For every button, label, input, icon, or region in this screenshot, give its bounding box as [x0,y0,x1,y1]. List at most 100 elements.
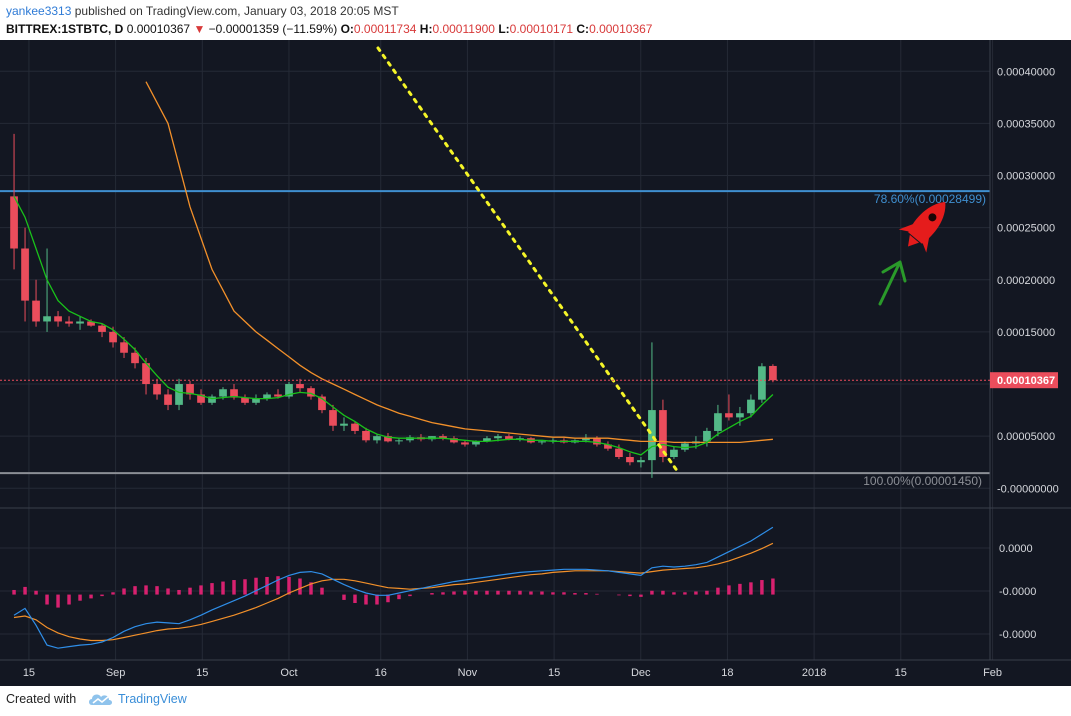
candle [736,406,744,426]
candle-body [395,440,403,442]
candle-body [241,397,249,403]
candle-body [307,388,315,397]
green-arrow-icon[interactable] [878,260,907,306]
candle [373,434,381,444]
candle-body [175,384,183,405]
candle [714,404,722,437]
candle-body [758,366,766,400]
last-price: 0.00010367 [126,22,191,36]
candles [10,133,777,478]
axes: 15 Sep 15 Oct 16 Nov 15 Dec 18 2018 15 Feb 0.0004000… [0,40,1071,679]
fast-moving-average-line [13,196,774,456]
tradingview-link[interactable]: TradingView [118,692,187,706]
candle [241,394,249,405]
price-tick-label: 0.00020000 [997,275,1055,287]
macd-signal-line [13,542,774,642]
candle-body [186,384,194,395]
candle-body [373,436,381,441]
time-tick-label: 15 [895,667,907,679]
symbol-name: BITTREX:1STBTC, D [6,22,124,36]
candle [758,363,766,403]
published-text: published on TradingView.com, January 03… [74,4,399,18]
candle-body [494,436,502,439]
macd-tick-label: -0.0000 [999,629,1036,641]
candle [615,444,623,460]
candle [604,441,612,451]
candle [197,389,205,405]
candle [461,440,469,447]
candle [362,427,370,443]
time-tick-label: Sep [106,667,126,679]
candle [439,434,447,441]
candle-body [131,352,139,364]
candle-body [593,438,601,445]
author-link[interactable]: yankee3313 [6,4,72,18]
drawings [376,46,959,474]
candle [395,438,403,445]
candle-body [109,331,117,343]
candle-body [208,396,216,403]
macd-pane [12,526,775,649]
price-chart[interactable]: 78.60%(0.00028499) 100.00%(0.00001450) 15… [0,40,1071,686]
candle-body [483,438,491,442]
candle [32,279,40,327]
candle [637,457,645,468]
candle [43,248,51,332]
candle [21,227,29,322]
candle [329,404,337,431]
price-tick-label: 0.00025000 [997,223,1055,235]
time-tick-label: Feb [983,667,1002,679]
candle [76,316,84,330]
chart-background [0,40,1071,686]
time-tick-label: Oct [280,667,297,679]
candle-body [362,430,370,441]
candle-body [351,423,359,431]
candle [703,427,711,447]
candle-body [670,449,678,458]
down-arrow-icon: ▼ [193,22,206,36]
macd-tick-label: 0.0000 [999,543,1033,555]
candle-body [747,399,755,414]
candle-body [285,384,293,397]
close-value: 0.00010367 [589,22,653,36]
time-tick-label: Dec [631,667,651,679]
fib-level-label: 100.00%(0.00001450) [863,474,982,488]
candle [285,381,293,399]
high-label: H: [419,22,433,36]
candle [340,417,348,431]
fib-level-label: 78.60%(0.00028499) [874,192,986,206]
candle-body [681,443,689,450]
candle-body [472,441,480,445]
candle [296,378,304,393]
candle-body [142,363,150,385]
moving-averages [13,81,774,456]
candle-body [340,423,348,426]
dotted-trend-line[interactable] [376,46,680,474]
candle [10,133,18,270]
candle-body [637,460,645,463]
candle-body [318,396,326,411]
candle [769,364,777,383]
candle-body [21,248,29,301]
candle-body [197,394,205,403]
candle-body [252,398,260,403]
high-value: 0.00011900 [432,22,495,36]
time-tick-label: 18 [721,667,733,679]
candle [263,392,271,401]
candle-body [505,436,513,440]
price-tick-label: 0.00040000 [997,66,1055,78]
rocket-icon[interactable] [894,190,959,258]
candle [626,452,634,466]
close-label: C: [576,22,590,36]
candle-body [87,321,95,326]
last-price-label: 0.00010367 [997,375,1055,387]
candle [175,378,183,411]
fibonacci-levels: 78.60%(0.00028499) 100.00%(0.00001450) [0,190,990,488]
macd-tick-label: -0.0000 [999,586,1036,598]
candle [725,394,733,421]
candle-body [54,316,62,322]
tradingview-cloud-icon[interactable] [88,691,114,709]
slow-moving-average-line [145,81,773,444]
candle [252,394,260,405]
candle-body [76,321,84,324]
